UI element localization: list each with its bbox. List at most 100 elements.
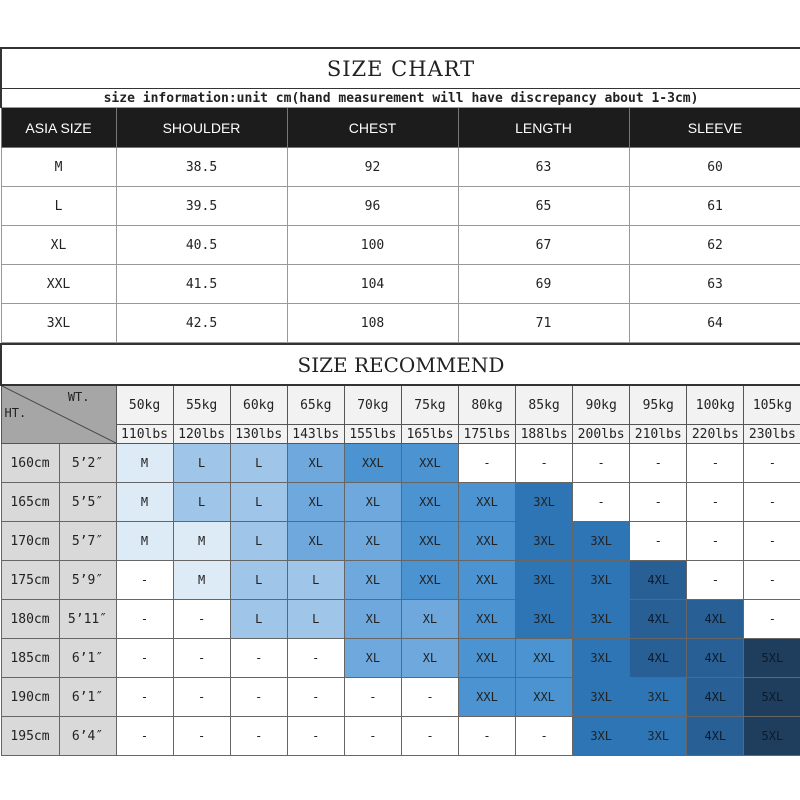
size-cell: L (229, 521, 288, 561)
height-cm: 160cm (0, 443, 60, 483)
size-cell: XXL (457, 482, 517, 522)
size-chart-subtitle: size information:unit cm(hand measuremen… (0, 88, 800, 108)
size-cell: - (286, 677, 345, 717)
size-cell: M (172, 521, 231, 561)
size-cell: XXL (457, 599, 517, 639)
size-cell: 3XL (515, 521, 574, 561)
size-cell: 3XL (572, 638, 631, 678)
size-cell: XL (343, 482, 402, 522)
size-cell: - (686, 521, 745, 561)
height-label: HT. (4, 406, 27, 420)
size-cell: - (172, 599, 231, 639)
size-cell: - (743, 443, 800, 483)
diagonal-divider (2, 386, 116, 443)
weight-lbs-header: 155lbs (343, 424, 402, 444)
height-ft: 6’4″ (58, 716, 117, 756)
height-cm: 180cm (0, 599, 60, 639)
weight-kg-header: 105kg (743, 384, 800, 425)
table-cell: 104 (286, 264, 459, 304)
size-cell: M (172, 560, 231, 600)
weight-lbs-header: 130lbs (229, 424, 288, 444)
size-cell: 3XL (572, 716, 631, 756)
size-cell: M (115, 443, 174, 483)
table-row: 180cm 5’11″ - - L L XL XL XXL 3XL 3XL 4XL 4XL - (0, 599, 800, 639)
column-header: SLEEVE (628, 107, 800, 148)
table-cell: 41.5 (115, 264, 288, 304)
table-cell: 100 (286, 225, 459, 265)
size-cell: XXL (457, 677, 517, 717)
table-cell: M (0, 147, 117, 187)
size-cell: XXL (400, 521, 459, 561)
size-chart-title: SIZE CHART (0, 47, 800, 89)
size-cell: L (286, 599, 345, 639)
size-cell: - (457, 443, 517, 483)
weight-lbs-header: 110lbs (115, 424, 174, 444)
height-ft: 5’7″ (58, 521, 117, 561)
size-cell: - (686, 560, 745, 600)
size-cell: 4XL (686, 638, 745, 678)
size-cell: XL (400, 638, 459, 678)
table-cell: 61 (628, 186, 800, 226)
weight-lbs-header: 143lbs (286, 424, 345, 444)
table-cell: 63 (628, 264, 800, 304)
size-cell: - (343, 677, 402, 717)
size-cell: XL (400, 599, 459, 639)
size-cell: L (172, 443, 231, 483)
table-row: 3XL 42.5 108 71 64 (0, 303, 800, 343)
weight-kg-header: 95kg (629, 384, 688, 425)
height-cm: 175cm (0, 560, 60, 600)
table-row: 190cm 6’1″ - - - - - - XXL XXL 3XL 3XL 4XL 5XL (0, 677, 800, 717)
size-cell: - (115, 716, 174, 756)
size-cell: - (457, 716, 517, 756)
size-cell: 4XL (629, 560, 688, 600)
table-cell: 69 (457, 264, 630, 304)
size-cell: - (515, 716, 574, 756)
size-cell: - (172, 716, 231, 756)
height-ft: 5’9″ (58, 560, 117, 600)
weight-lbs-header: 200lbs (572, 424, 631, 444)
table-cell: 64 (628, 303, 800, 343)
table-cell: 38.5 (115, 147, 288, 187)
weight-lbs-header: 165lbs (400, 424, 459, 444)
size-cell: - (115, 599, 174, 639)
weight-kg-header: 70kg (343, 384, 402, 425)
weight-kg-header: 60kg (229, 384, 288, 425)
table-row: 170cm 5’7″ M M L XL XL XXL XXL 3XL 3XL - - - (0, 521, 800, 561)
weight-kg-header: 80kg (457, 384, 517, 425)
size-cell: L (172, 482, 231, 522)
size-cell: - (686, 443, 745, 483)
size-cell: 3XL (572, 599, 631, 639)
table-cell: 108 (286, 303, 459, 343)
size-cell: XXL (515, 638, 574, 678)
weight-kg-header: 65kg (286, 384, 345, 425)
size-recommend-table: SIZE RECOMMEND WT. HT. 50kg 55kg 60kg 65kg 7… (0, 343, 800, 756)
table-row: M 38.5 92 63 60 (0, 147, 800, 187)
size-cell: XXL (457, 521, 517, 561)
size-cell: - (115, 677, 174, 717)
size-cell: - (229, 716, 288, 756)
height-weight-corner: WT. HT. (0, 384, 117, 444)
size-cell: XL (286, 443, 345, 483)
table-row: XXL 41.5 104 69 63 (0, 264, 800, 304)
size-recommend-title: SIZE RECOMMEND (0, 343, 800, 386)
size-cell: 3XL (515, 482, 574, 522)
weight-kg-header: 85kg (515, 384, 574, 425)
size-cell: XL (343, 560, 402, 600)
height-ft: 6’1″ (58, 677, 117, 717)
size-cell: L (286, 560, 345, 600)
size-cell: - (629, 521, 688, 561)
table-cell: XL (0, 225, 117, 265)
table-row: 165cm 5’5″ M L L XL XL XXL XXL 3XL - - - - (0, 482, 800, 522)
size-cell: XL (343, 521, 402, 561)
size-chart-table: SIZE CHART size information:unit cm(hand… (0, 47, 800, 343)
size-cell: - (743, 560, 800, 600)
weight-kg-header: 100kg (686, 384, 745, 425)
size-cell: - (400, 677, 459, 717)
size-cell: - (286, 638, 345, 678)
weight-lbs-header: 120lbs (172, 424, 231, 444)
table-cell: 63 (457, 147, 630, 187)
size-cell: M (115, 482, 174, 522)
size-cell: - (629, 443, 688, 483)
table-cell: 3XL (0, 303, 117, 343)
table-cell: 60 (628, 147, 800, 187)
